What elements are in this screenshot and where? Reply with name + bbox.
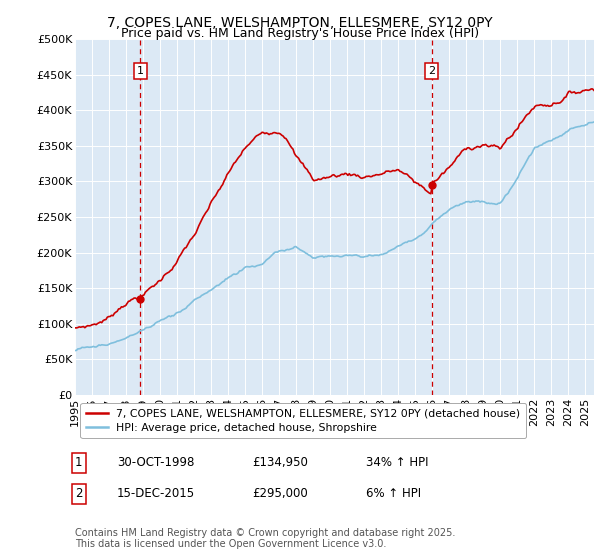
Text: 30-OCT-1998: 30-OCT-1998	[117, 456, 194, 469]
Text: 15-DEC-2015: 15-DEC-2015	[117, 487, 195, 500]
Legend: 7, COPES LANE, WELSHAMPTON, ELLESMERE, SY12 0PY (detached house), HPI: Average p: 7, COPES LANE, WELSHAMPTON, ELLESMERE, S…	[80, 403, 526, 438]
Text: Price paid vs. HM Land Registry's House Price Index (HPI): Price paid vs. HM Land Registry's House …	[121, 27, 479, 40]
Text: 34% ↑ HPI: 34% ↑ HPI	[366, 456, 428, 469]
Text: 7, COPES LANE, WELSHAMPTON, ELLESMERE, SY12 0PY: 7, COPES LANE, WELSHAMPTON, ELLESMERE, S…	[107, 16, 493, 30]
Text: 6% ↑ HPI: 6% ↑ HPI	[366, 487, 421, 500]
Text: Contains HM Land Registry data © Crown copyright and database right 2025.
This d: Contains HM Land Registry data © Crown c…	[75, 528, 455, 549]
Text: 2: 2	[75, 487, 83, 500]
Text: £295,000: £295,000	[252, 487, 308, 500]
Text: 1: 1	[137, 66, 143, 76]
Text: £134,950: £134,950	[252, 456, 308, 469]
Text: 1: 1	[75, 456, 83, 469]
Text: 2: 2	[428, 66, 435, 76]
